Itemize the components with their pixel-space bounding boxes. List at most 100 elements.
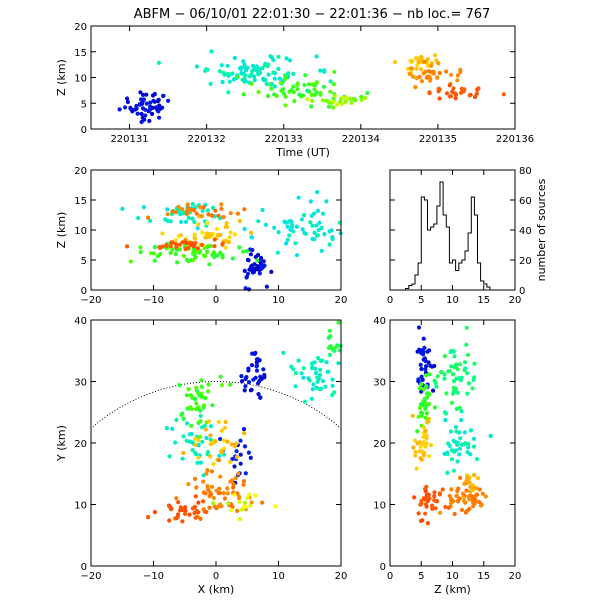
plan-view-source-point [254, 368, 260, 373]
time-height-source-point [291, 71, 296, 76]
plan-view-source-point [219, 450, 224, 455]
x-height-xtick-label: −10 [143, 295, 164, 306]
time-height-source-point [266, 72, 271, 77]
plan-view-source-point [216, 419, 221, 425]
plan-view-range-ring [92, 381, 340, 428]
height-y-source-point [457, 452, 462, 457]
time-height-source-point [314, 90, 319, 95]
x-height-source-point [312, 237, 317, 242]
plan-view-source-point [246, 450, 251, 455]
plan-view-source-point [312, 360, 317, 365]
height-y-source-point [416, 325, 422, 330]
time-height-source-point [226, 90, 231, 95]
height-y-source-point [413, 449, 418, 455]
x-height-source-point [124, 244, 130, 249]
x-height-source-point [286, 219, 291, 224]
x-height-source-point [176, 234, 181, 239]
x-height-source-point [243, 286, 248, 291]
height-y-source-point [424, 411, 429, 416]
plan-view-source-point [194, 385, 199, 390]
x-height-source-point [282, 219, 287, 224]
time-height-source-point [324, 98, 329, 103]
plan-view-ytick-label: 20 [74, 439, 87, 450]
x-height-source-point [224, 221, 229, 226]
height-y-source-point [450, 372, 456, 377]
time-height-source-point [407, 71, 412, 76]
time-height-source-point [413, 85, 418, 90]
time-height-source-point [340, 101, 345, 106]
plan-view-source-point [254, 364, 259, 369]
plan-view-source-point [273, 504, 278, 509]
time-height-source-point [362, 95, 368, 101]
plan-view-source-point [281, 350, 286, 355]
x-height-source-point [327, 242, 332, 247]
time-height-source-point [262, 63, 268, 68]
plan-view-source-point [173, 440, 178, 445]
height-y-xtick-label: 10 [446, 571, 459, 582]
time-height-source-point [332, 69, 337, 74]
plan-view-source-point [242, 500, 247, 505]
height-y-source-point [439, 369, 444, 375]
x-height-source-point [256, 252, 261, 258]
height-y-source-point [457, 446, 463, 451]
plan-view-source-point [246, 380, 252, 385]
height-y-source-point [432, 405, 437, 410]
x-height-source-point [173, 242, 179, 247]
height-y-source-point [454, 493, 459, 498]
time-height-source-point [147, 118, 152, 124]
time-height-source-point [332, 93, 337, 99]
plan-view-source-point [250, 351, 255, 356]
x-height-ytick-label: 5 [81, 256, 87, 267]
x-height-source-point [173, 238, 178, 243]
time-height-source-point [292, 98, 297, 104]
time-height-source-point [282, 77, 287, 82]
height-y-source-point [455, 442, 460, 447]
plan-view-source-point [194, 485, 199, 490]
height-y-source-point [438, 510, 443, 515]
plan-view-source-point [335, 343, 340, 348]
plan-view-source-point [199, 378, 204, 383]
plan-view-source-point [249, 500, 254, 505]
height-y-source-point [422, 399, 427, 405]
x-height-xtick-label: 0 [213, 295, 219, 306]
height-y-source-point [470, 483, 475, 488]
plan-view-source-point [242, 444, 248, 449]
height-histogram-bin [456, 271, 459, 291]
height-y-source-point [418, 402, 423, 407]
x-height-xtick-label: −20 [80, 295, 101, 306]
time-height-source-point [260, 66, 265, 71]
x-height-source-point [296, 195, 301, 200]
x-height-source-point [168, 244, 173, 249]
plan-view-source-point [192, 436, 197, 441]
plan-view-source-point [196, 438, 201, 443]
x-height-source-point [287, 233, 292, 238]
plan-view-source-point [198, 413, 203, 418]
time-height-source-point [283, 103, 288, 108]
time-height-source-point [353, 98, 358, 103]
time-height-source-point [250, 63, 256, 68]
height-y-source-point [444, 391, 449, 396]
plan-view-source-point [214, 488, 219, 493]
height-y-source-point [418, 502, 423, 507]
plan-view-source-point [193, 494, 198, 499]
time-height-source-point [448, 72, 454, 77]
plan-view-source-point [239, 374, 244, 379]
time-height-source-point [157, 103, 162, 108]
height-y-source-point [457, 362, 462, 367]
height-histogram-step-line [390, 181, 515, 291]
x-height-source-point [248, 247, 253, 252]
time-height-ytick-label: 10 [74, 74, 87, 85]
time-height-source-point [272, 84, 277, 89]
height-y-source-point [462, 430, 467, 435]
time-height-source-point [146, 108, 151, 113]
plan-view-source-point [246, 366, 251, 371]
time-height-source-point [161, 93, 166, 98]
time-height-source-point [287, 89, 292, 94]
x-height-source-point [191, 258, 196, 263]
plan-view-source-point [146, 515, 151, 520]
plan-view-ytick-label: 0 [81, 562, 87, 573]
time-height-source-point [219, 63, 224, 68]
plan-view-source-point [291, 367, 296, 372]
height-histogram-bin [462, 260, 465, 290]
x-height-source-point [170, 247, 175, 252]
